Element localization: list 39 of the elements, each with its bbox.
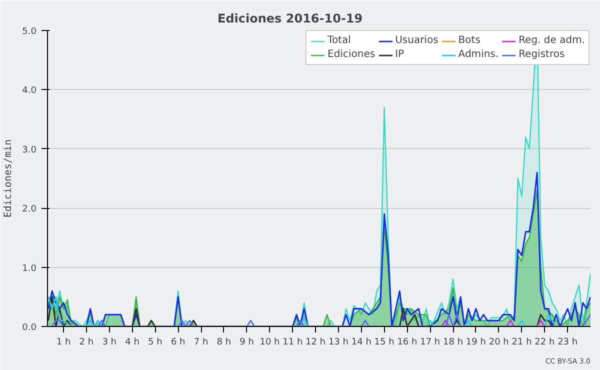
legend-label: Registros bbox=[518, 49, 565, 60]
x-tick-label: 23 h bbox=[558, 338, 578, 348]
x-tick-label: 2 h bbox=[79, 338, 94, 348]
y-tick-label: 2.0 bbox=[22, 204, 37, 215]
x-tick-label: 6 h bbox=[170, 338, 186, 348]
x-tick-label: 4 h bbox=[125, 338, 140, 348]
legend-label: Total bbox=[328, 35, 351, 46]
y-tick-label: 5.0 bbox=[22, 27, 37, 37]
y-axis-title: Ediciones/min bbox=[3, 139, 14, 218]
x-tick-label: 14 h bbox=[351, 338, 372, 348]
x-tick-label: 5 h bbox=[148, 338, 162, 348]
legend-label: Usuarios bbox=[395, 35, 438, 46]
y-tick-label: 1.0 bbox=[22, 264, 37, 274]
x-tick-label: 1 h bbox=[56, 338, 71, 348]
x-tick-label: 17 h bbox=[420, 338, 440, 348]
chart-title: Ediciones 2016-10-19 bbox=[218, 12, 363, 26]
legend-label: Reg. de adm. bbox=[518, 35, 585, 46]
x-tick-label: 7 h bbox=[194, 338, 208, 348]
x-tick-label: 13 h bbox=[328, 338, 348, 348]
x-tick-label: 9 h bbox=[240, 338, 254, 348]
legend-label: Ediciones bbox=[328, 49, 376, 60]
x-tick-label: 8 h bbox=[216, 338, 232, 348]
x-tick-label: 22 h bbox=[534, 338, 555, 348]
x-tick-label: 3 h bbox=[102, 338, 117, 348]
x-tick-label: 21 h bbox=[512, 338, 532, 348]
x-tick-label: 16 h bbox=[397, 338, 418, 348]
x-tick-label: 12 h bbox=[306, 338, 326, 348]
x-tick-label: 18 h bbox=[443, 338, 464, 348]
x-tick-label: 11 h bbox=[282, 338, 303, 348]
x-tick-label: 19 h bbox=[466, 338, 486, 348]
y-tick-label: 0.0 bbox=[22, 323, 37, 333]
x-tick-label: 10 h bbox=[260, 338, 280, 348]
x-tick-label: 15 h bbox=[374, 338, 394, 348]
legend-label: Bots bbox=[458, 35, 480, 46]
legend-label: IP bbox=[395, 49, 406, 60]
y-tick-label: 4.0 bbox=[22, 86, 37, 96]
legend-label: Admins. bbox=[458, 49, 499, 60]
x-tick-label: 20 h bbox=[488, 338, 509, 348]
y-tick-label: 3.0 bbox=[22, 145, 37, 156]
